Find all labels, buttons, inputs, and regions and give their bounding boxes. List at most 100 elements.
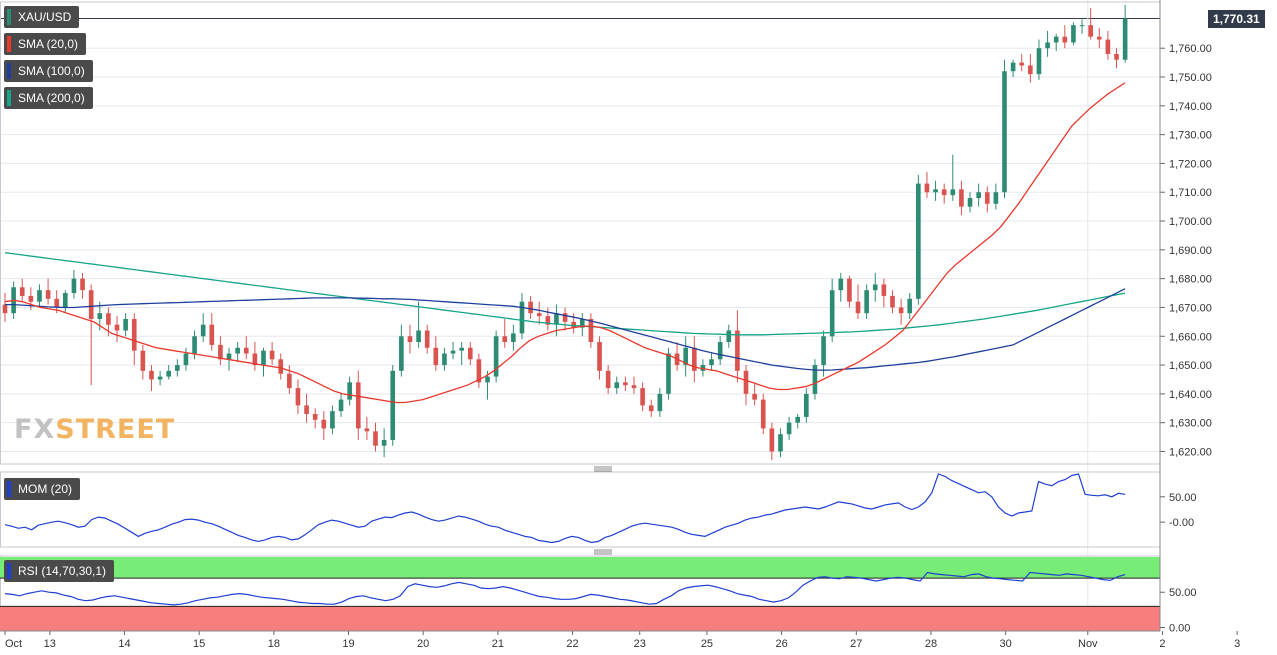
time-tick-label: 3 bbox=[1234, 638, 1240, 650]
mom-tick-label: -0.00 bbox=[1169, 517, 1194, 529]
candle bbox=[898, 298, 904, 325]
candle-body bbox=[80, 278, 85, 291]
time-tick-label: 27 bbox=[850, 638, 862, 650]
candle-body bbox=[933, 189, 938, 193]
panel-resize-handle[interactable] bbox=[594, 466, 612, 472]
candle bbox=[390, 365, 396, 446]
sma200-label: SMA (200,0) bbox=[18, 91, 85, 105]
rsi-tag[interactable]: RSI (14,70,30,1) bbox=[4, 560, 115, 582]
candle bbox=[941, 183, 947, 204]
candle-body bbox=[795, 416, 801, 423]
sma20-tag[interactable]: SMA (20,0) bbox=[4, 33, 87, 55]
candle-body bbox=[261, 350, 266, 366]
candle-body bbox=[631, 385, 637, 389]
time-tick-label: 30 bbox=[1000, 638, 1012, 650]
candle bbox=[795, 414, 801, 429]
candle bbox=[881, 278, 887, 308]
price-tick-label: 1,750.00 bbox=[1169, 72, 1212, 84]
time-tick-label: 19 bbox=[342, 638, 354, 650]
candle-body bbox=[562, 313, 568, 322]
candle-body bbox=[907, 298, 913, 314]
mom-tick-label: 50.00 bbox=[1169, 492, 1197, 504]
candle bbox=[674, 342, 680, 371]
candle bbox=[804, 388, 809, 423]
candle-body bbox=[993, 192, 999, 204]
candle-body bbox=[330, 411, 335, 429]
candle-body bbox=[200, 324, 206, 337]
panel-splitters bbox=[594, 466, 612, 555]
candle bbox=[19, 278, 25, 302]
rsi-tick-label: 0.00 bbox=[1169, 622, 1190, 634]
candle bbox=[261, 347, 266, 377]
sma20-swatch bbox=[7, 36, 11, 52]
candle bbox=[907, 293, 913, 319]
candle bbox=[459, 342, 464, 366]
sma20-line bbox=[4, 82, 1126, 404]
price-tick-label: 1,730.00 bbox=[1169, 130, 1212, 142]
candle bbox=[209, 313, 215, 351]
price-tick-label: 1,670.00 bbox=[1169, 302, 1212, 314]
candle bbox=[536, 301, 542, 325]
candle-body bbox=[347, 382, 352, 400]
candle-body bbox=[1105, 39, 1111, 54]
candle-body bbox=[243, 347, 249, 354]
candle bbox=[924, 172, 930, 198]
candle-body bbox=[295, 388, 301, 406]
candle bbox=[54, 290, 60, 314]
candle-body bbox=[588, 318, 594, 343]
candle-body bbox=[898, 307, 904, 314]
time-tick-label: 14 bbox=[118, 638, 130, 650]
candle bbox=[381, 428, 387, 458]
price-axis: 1,620.00 1,630.00 1,640.00 1,650.00 1,660.00… bbox=[1159, 0, 1212, 634]
candle bbox=[1122, 5, 1128, 63]
candle-body bbox=[304, 405, 309, 415]
logo-fx: FX bbox=[14, 414, 56, 445]
candle-body bbox=[355, 382, 361, 429]
candle bbox=[312, 408, 318, 429]
candle-body bbox=[381, 439, 387, 446]
candle-body bbox=[941, 189, 947, 196]
sma20-label: SMA (20,0) bbox=[18, 37, 79, 51]
candle-body bbox=[950, 189, 956, 196]
candle bbox=[786, 416, 792, 440]
candle bbox=[769, 422, 775, 461]
panel-resize-handle[interactable] bbox=[594, 549, 612, 555]
price-tick-label: 1,630.00 bbox=[1169, 418, 1212, 430]
candle bbox=[1002, 59, 1007, 198]
candle bbox=[131, 313, 137, 366]
mom-tag[interactable]: MOM (20) bbox=[4, 478, 80, 500]
candle bbox=[1045, 30, 1050, 57]
candle-body bbox=[657, 393, 663, 412]
time-tick-label: 15 bbox=[193, 638, 205, 650]
time-tick-label: 28 bbox=[925, 638, 937, 650]
candle-body bbox=[528, 301, 533, 314]
candle-body bbox=[1045, 42, 1050, 49]
candle bbox=[864, 284, 869, 319]
candle-body bbox=[37, 290, 42, 302]
rsi-oversold-zone bbox=[0, 606, 1160, 631]
symbol-tag[interactable]: XAU/USD bbox=[4, 6, 80, 28]
candle bbox=[1062, 25, 1068, 49]
candle bbox=[442, 347, 447, 371]
candle-body bbox=[226, 353, 232, 360]
candle-body bbox=[252, 353, 258, 366]
candle-body bbox=[1096, 36, 1102, 40]
candle-body bbox=[536, 313, 542, 317]
candle-body bbox=[1079, 25, 1085, 27]
sma100-tag[interactable]: SMA (100,0) bbox=[4, 60, 93, 82]
candle bbox=[528, 295, 533, 319]
sma200-tag[interactable]: SMA (200,0) bbox=[4, 87, 93, 109]
candle bbox=[1096, 28, 1102, 49]
candle-body bbox=[287, 373, 292, 389]
candle bbox=[467, 342, 473, 366]
candle-body bbox=[123, 318, 128, 331]
candle-body bbox=[597, 342, 602, 371]
candle-body bbox=[149, 370, 154, 380]
time-tick-label: Nov bbox=[1078, 638, 1098, 650]
candle-body bbox=[571, 321, 576, 328]
candle-body bbox=[157, 376, 163, 380]
candle-body bbox=[700, 365, 706, 371]
candle-body bbox=[786, 422, 792, 435]
panel-borders bbox=[0, 1, 1161, 632]
